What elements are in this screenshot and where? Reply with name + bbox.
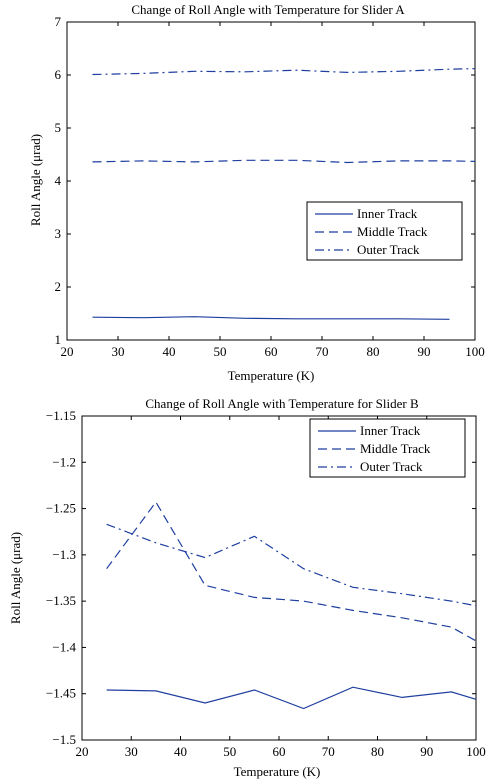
- y-tick-label: 5: [55, 120, 62, 135]
- chart-a-legend: Inner Track Middle Track Outer Track: [306, 201, 463, 261]
- x-tick-label: 90: [418, 344, 431, 359]
- legend-label: Inner Track: [357, 206, 418, 221]
- x-tick-label: 50: [214, 344, 227, 359]
- x-tick-label: 70: [322, 744, 335, 759]
- y-tick-label: 4: [55, 173, 62, 188]
- chart-a-ylabel: Roll Angle (μrad): [28, 134, 43, 226]
- chart-b-legend: Inner Track Middle Track Outer Track: [309, 418, 466, 478]
- y-tick-label: −1.45: [46, 686, 76, 701]
- series-line-middle-track: [92, 159, 476, 164]
- chart-b-ylabel: Roll Angle (μrad): [8, 532, 23, 624]
- y-tick-label: 7: [55, 14, 62, 29]
- chart-b-legend-box: [309, 418, 466, 478]
- x-tick-label: 20: [76, 744, 89, 759]
- chart-b-legend-entries: Inner Track Middle Track Outer Track: [318, 423, 431, 474]
- chart-a-plot-area: [66, 21, 476, 341]
- legend-label: Outer Track: [357, 242, 420, 257]
- y-tick-label: −1.3: [52, 547, 76, 562]
- y-tick-label: −1.2: [52, 454, 76, 469]
- x-tick-label: 100: [466, 744, 486, 759]
- x-tick-label: 40: [174, 744, 187, 759]
- chart-b-series: [106, 501, 477, 710]
- y-tick-label: 1: [55, 332, 62, 347]
- x-tick-label: 30: [125, 744, 138, 759]
- chart-a-legend-entries: Inner Track Middle Track Outer Track: [315, 206, 428, 257]
- series-line-inner-track: [106, 686, 477, 710]
- legend-label: Middle Track: [357, 224, 428, 239]
- legend-label: Middle Track: [360, 441, 431, 456]
- chart-a-legend-box: [306, 201, 463, 261]
- y-tick-label: 6: [55, 67, 62, 82]
- chart-a-y-ticks: 1 2 3 4 5 6 7: [55, 14, 475, 347]
- y-tick-label: 2: [55, 279, 62, 294]
- chart-a-xlabel: Temperature (K): [228, 368, 315, 383]
- x-tick-label: 70: [316, 344, 329, 359]
- series-line-inner-track: [92, 316, 450, 320]
- series-line-outer-track: [92, 68, 476, 76]
- chart-b-y-ticks: −1.5 −1.45 −1.4 −1.35 −1.3 −1.25 −1.2 −1.15: [46, 408, 476, 747]
- series-line-outer-track: [106, 523, 477, 607]
- x-tick-label: 80: [367, 344, 380, 359]
- x-tick-label: 80: [371, 744, 384, 759]
- y-tick-label: −1.35: [46, 593, 76, 608]
- x-tick-label: 60: [273, 744, 286, 759]
- x-tick-label: 60: [265, 344, 278, 359]
- chart-a-x-ticks: 20 30 40 50 60 70 80 90 100: [61, 22, 485, 359]
- x-tick-label: 20: [61, 344, 74, 359]
- y-tick-label: −1.25: [46, 501, 76, 516]
- chart-a: Change of Roll Angle with Temperature fo…: [28, 2, 485, 383]
- x-tick-label: 40: [163, 344, 176, 359]
- y-tick-label: 3: [55, 226, 62, 241]
- chart-b: Change of Roll Angle with Temperature fo…: [8, 396, 486, 779]
- legend-label: Inner Track: [360, 423, 421, 438]
- y-tick-label: −1.5: [52, 732, 76, 747]
- series-line-middle-track: [106, 501, 477, 642]
- chart-b-x-ticks: 20 30 40 50 60 70 80 90 100: [76, 416, 486, 759]
- chart-b-title: Change of Roll Angle with Temperature fo…: [145, 396, 419, 411]
- chart-a-title: Change of Roll Angle with Temperature fo…: [131, 2, 405, 17]
- legend-label: Outer Track: [360, 459, 423, 474]
- x-tick-label: 100: [465, 344, 485, 359]
- chart-a-series: [92, 68, 476, 320]
- y-tick-label: −1.4: [52, 639, 76, 654]
- x-tick-label: 30: [112, 344, 125, 359]
- x-tick-label: 90: [420, 744, 433, 759]
- y-tick-label: −1.15: [46, 408, 76, 423]
- x-tick-label: 50: [223, 744, 236, 759]
- chart-b-xlabel: Temperature (K): [234, 764, 321, 779]
